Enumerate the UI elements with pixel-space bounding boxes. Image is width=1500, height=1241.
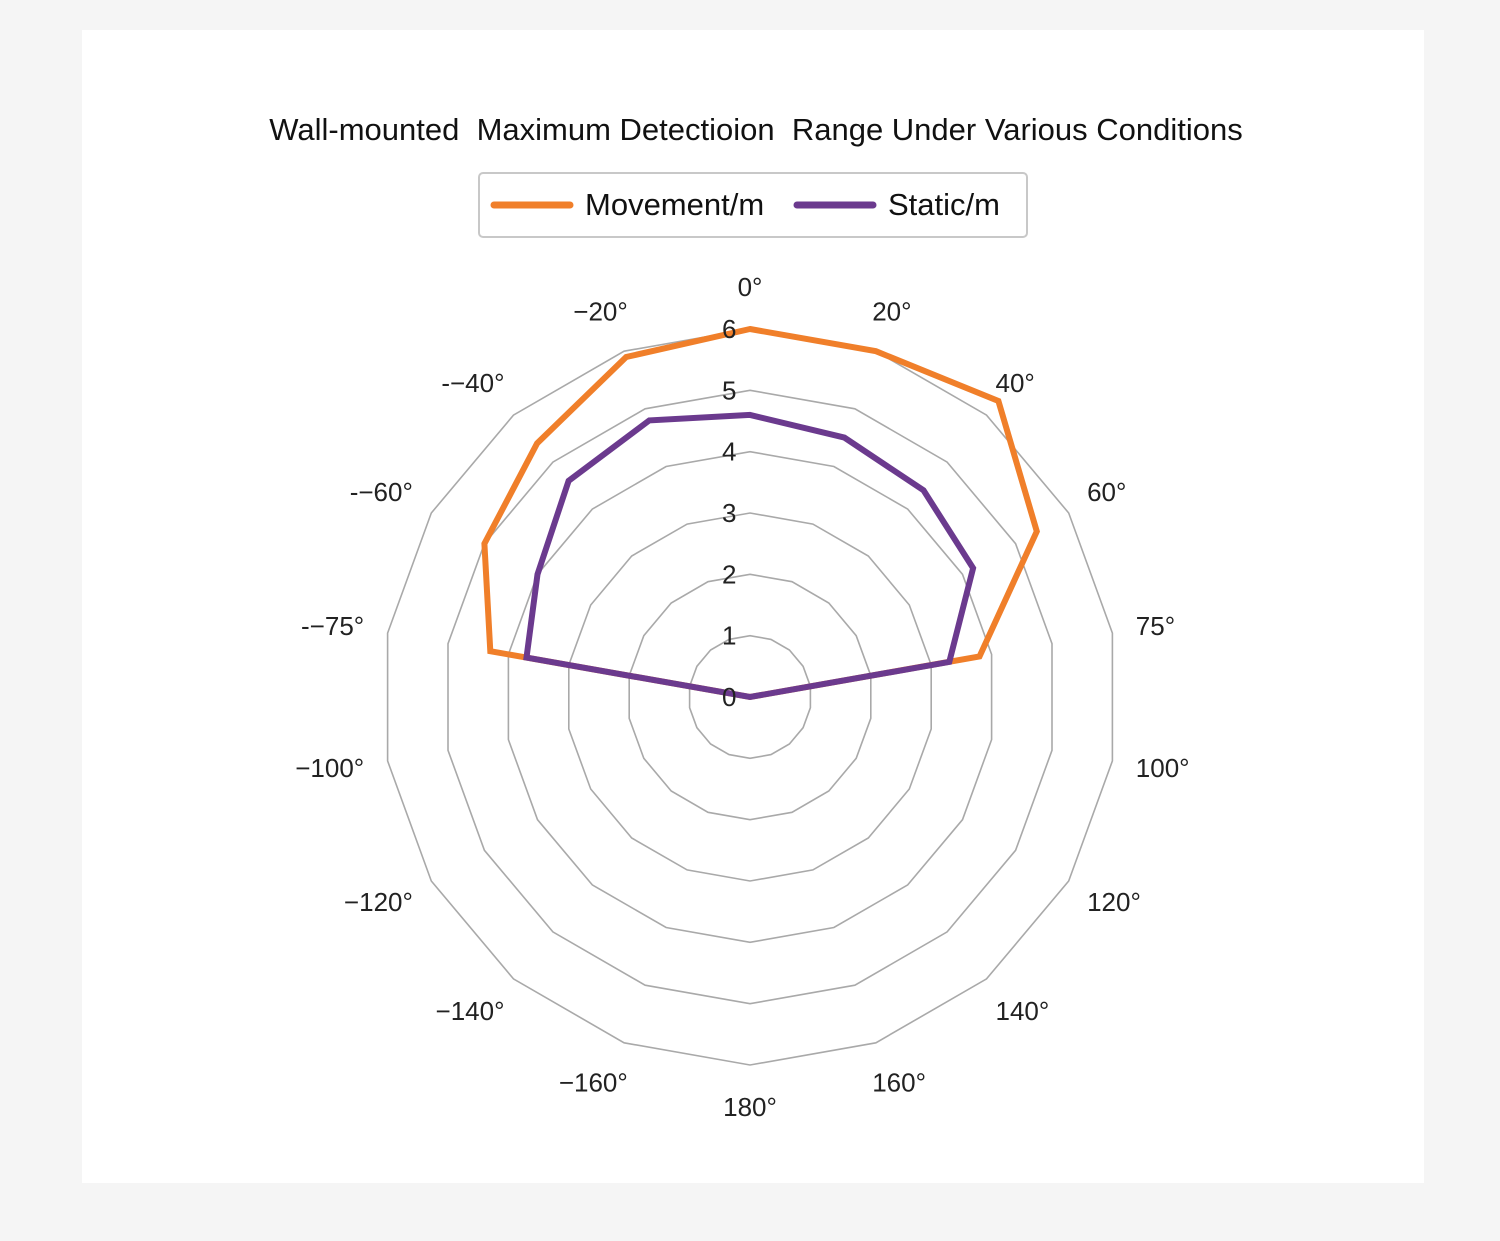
- radial-tick-label: 2: [722, 559, 736, 589]
- radar-chart: Wall-mounted Maximum Detectioion Range U…: [269, 112, 1243, 1122]
- angle-tick-label: 20°: [872, 297, 911, 327]
- legend-box: [478, 172, 1028, 238]
- radial-tick-label: 1: [722, 621, 736, 651]
- radial-tick-label: 3: [722, 498, 736, 528]
- grid-ring-3: [567, 512, 933, 882]
- legend-label-movement: Movement/m: [585, 187, 764, 222]
- radial-tick-label: 0: [722, 682, 736, 712]
- angle-tick-labels: 0° 20° 40° 60° 75° 100° 120° 140° 160° 180° −160° −…: [295, 272, 1189, 1122]
- angle-tick-label: 140°: [996, 996, 1050, 1026]
- angle-tick-label: 0°: [738, 272, 763, 302]
- radial-tick-labels: 0 1 2 3 4 5 6: [722, 314, 736, 712]
- radial-tick-label: 5: [722, 375, 736, 405]
- angle-tick-label: 120°: [1087, 887, 1141, 917]
- series-line-static: [523, 411, 977, 701]
- angle-tick-label: 100°: [1136, 753, 1190, 783]
- angle-tick-label: 40°: [996, 368, 1035, 398]
- angle-tick-label: 75°: [1136, 611, 1175, 641]
- angle-tick-label: -−60°: [350, 477, 413, 507]
- legend: Movement/m Static/m: [478, 172, 1028, 238]
- chart-card: Wall-mounted Maximum Detectioion Range U…: [82, 30, 1424, 1183]
- angle-tick-label: −140°: [436, 996, 505, 1026]
- angle-tick-label: −20°: [573, 297, 628, 327]
- angle-tick-label: 160°: [872, 1067, 926, 1097]
- grid-ring-2: [628, 573, 872, 821]
- angle-tick-label: -−75°: [301, 611, 364, 641]
- legend-label-static: Static/m: [888, 187, 1000, 222]
- radial-tick-label: 4: [722, 437, 736, 467]
- angle-tick-label: 60°: [1087, 477, 1126, 507]
- grid-ring-1: [688, 634, 812, 760]
- angle-tick-label: −120°: [344, 887, 413, 917]
- grid-ring-6: [386, 328, 1114, 1066]
- series-layer: [481, 325, 1040, 701]
- chart-title: Wall-mounted Maximum Detectioion Range U…: [269, 112, 1243, 147]
- angle-tick-label: -−40°: [441, 368, 504, 398]
- angle-tick-label: −100°: [295, 753, 364, 783]
- angle-tick-label: 180°: [723, 1092, 777, 1122]
- radial-tick-label: 6: [722, 314, 736, 344]
- angle-tick-label: −160°: [559, 1067, 628, 1097]
